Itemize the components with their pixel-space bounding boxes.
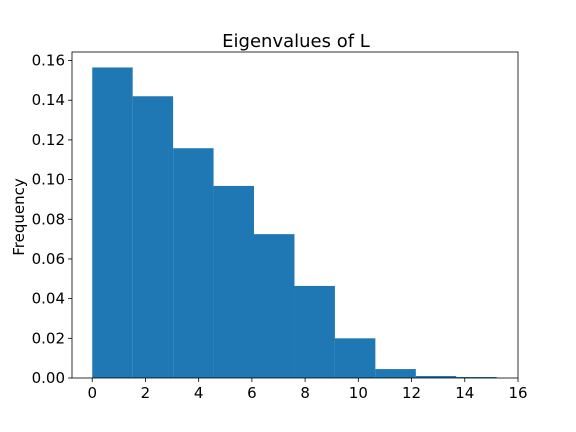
x-tick-label: 8 (300, 384, 310, 402)
x-tick-label: 4 (194, 384, 204, 402)
histogram-bar (375, 369, 416, 378)
bars-group (92, 67, 497, 379)
histogram-bar (294, 285, 335, 378)
x-tick-label: 2 (141, 384, 151, 402)
histogram-bar (415, 376, 457, 378)
y-axis: 0.00 0.02 0.04 0.06 0.08 0.10 0.12 0.14 0.16 (32, 52, 72, 387)
x-tick-label: 0 (87, 384, 97, 402)
histogram-bar (334, 338, 376, 378)
y-tick-label: 0.14 (32, 91, 65, 109)
x-tick-label: 16 (508, 384, 527, 402)
plot-frame (71, 51, 519, 379)
y-tick-label: 0.06 (32, 250, 65, 268)
x-tick-label: 12 (402, 384, 421, 402)
y-tick-label: 0.10 (32, 171, 65, 189)
x-tick-label: 6 (247, 384, 257, 402)
y-tick-label: 0.04 (32, 290, 65, 308)
y-tick-label: 0.16 (32, 52, 65, 70)
histogram-bar (254, 234, 295, 378)
histogram-bar (132, 96, 174, 379)
histogram-bar (456, 377, 497, 378)
histogram-bar (173, 148, 214, 378)
y-tick-label: 0.00 (32, 369, 65, 387)
chart-title: Eigenvalues of L (222, 31, 370, 52)
x-axis: 0 2 4 6 8 10 12 14 16 (87, 378, 528, 402)
histogram-bar (213, 185, 255, 378)
histogram-bar (92, 67, 133, 379)
y-tick-label: 0.02 (32, 329, 65, 347)
x-tick-label: 10 (349, 384, 368, 402)
y-tick-label: 0.12 (32, 131, 65, 149)
y-axis-label: Frequency (10, 178, 28, 256)
y-tick-label: 0.08 (32, 210, 65, 228)
x-tick-label: 14 (455, 384, 474, 402)
